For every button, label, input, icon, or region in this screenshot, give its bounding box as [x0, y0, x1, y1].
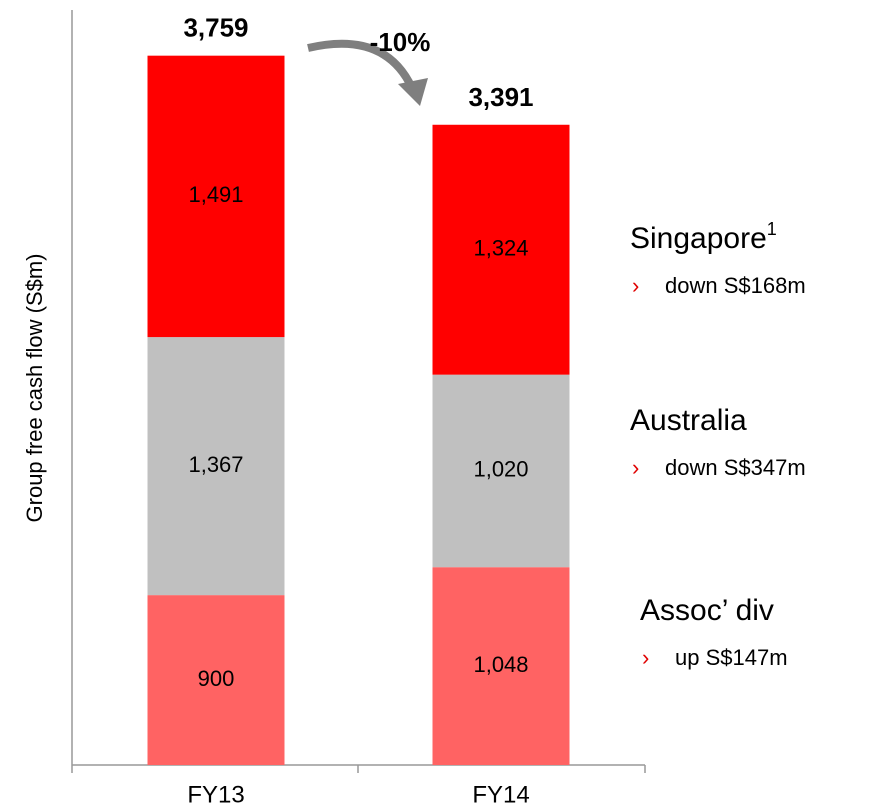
legend-note: up S$147m: [675, 645, 788, 670]
arrow-head: [398, 78, 428, 106]
legend-label: Australia: [630, 404, 747, 437]
segment-label: 1,367: [188, 452, 243, 477]
legend-name: Singapore: [630, 222, 767, 255]
y-axis-label: Group free cash flow (S$m): [22, 254, 47, 523]
bar-segment: [432, 567, 570, 765]
legend-note: down S$347m: [665, 455, 806, 480]
legend-note: down S$168m: [665, 273, 806, 298]
bar-segment: [432, 124, 570, 375]
x-tick-label: FY14: [472, 781, 529, 808]
bar-segment: [147, 55, 285, 338]
total-label: 3,759: [183, 12, 248, 42]
bar-segment: [432, 374, 570, 568]
legend-name: Australia: [630, 404, 747, 437]
legend-bullet: ›: [632, 273, 639, 298]
change-arrow: [307, 39, 416, 90]
segment-label: 1,491: [188, 182, 243, 207]
legend-bullet: ›: [632, 455, 639, 480]
bar-segment: [147, 595, 285, 765]
legend-name: Assoc’ div: [640, 594, 774, 627]
legend-label: Singapore1: [630, 219, 777, 255]
legend-bullet: ›: [642, 645, 649, 670]
segment-label: 900: [198, 666, 235, 691]
change-annotation: -10%: [370, 27, 431, 57]
footnote-mark: 1: [767, 219, 777, 239]
total-label: 3,391: [468, 82, 533, 112]
segment-label: 1,048: [473, 652, 528, 677]
x-tick-label: FY13: [187, 781, 244, 808]
segment-label: 1,020: [473, 457, 528, 482]
segment-label: 1,324: [473, 236, 528, 261]
bar-segment: [147, 337, 285, 596]
legend-label: Assoc’ div: [640, 594, 774, 627]
